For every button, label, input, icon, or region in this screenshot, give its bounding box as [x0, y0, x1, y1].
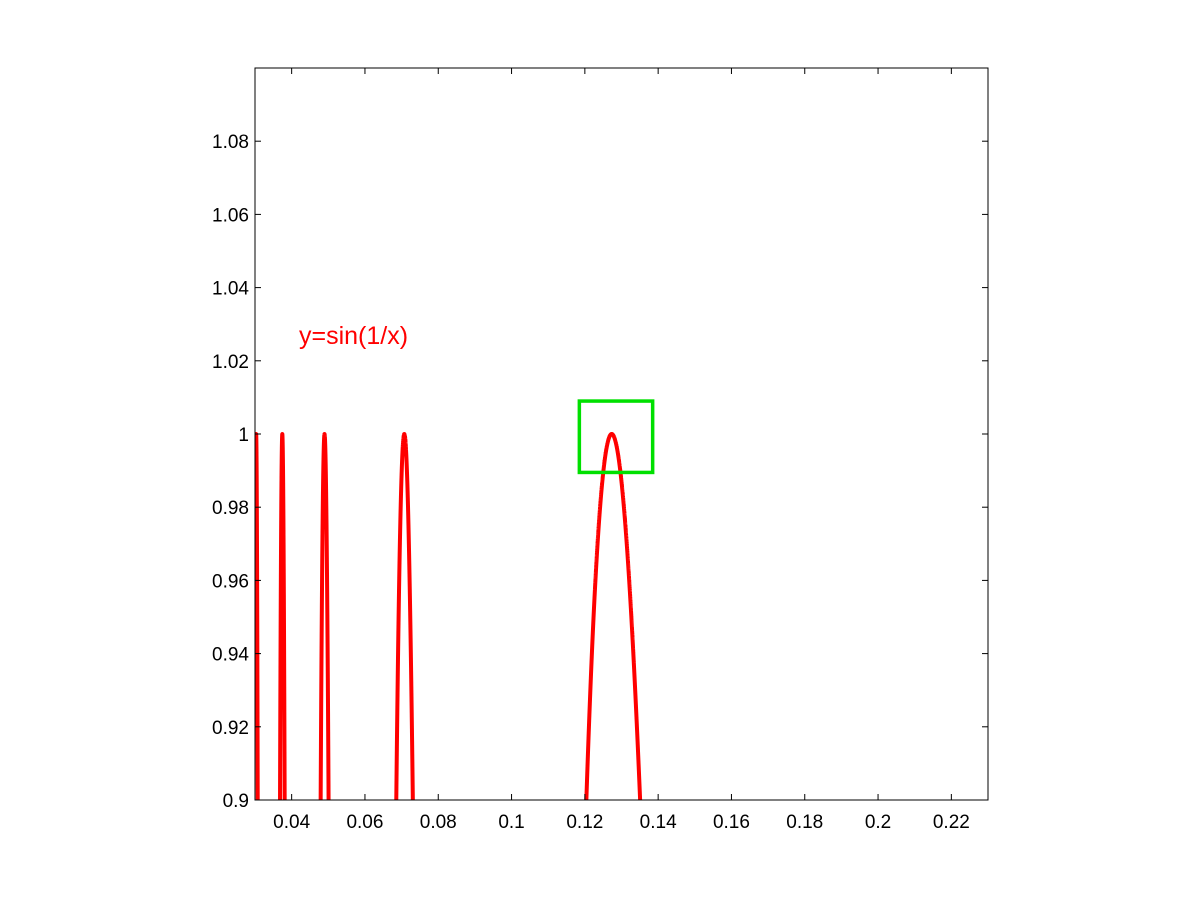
axes-frame — [254, 67, 989, 801]
x-tick-label: 0.1 — [498, 812, 524, 833]
y-tick-label: 1.04 — [212, 279, 249, 300]
x-tick-label: 0.12 — [566, 812, 603, 833]
y-tick-label: 0.96 — [212, 571, 249, 592]
y-tick-label: 0.98 — [212, 498, 249, 519]
x-tick-label: 0.08 — [420, 812, 457, 833]
series-line — [255, 432, 643, 800]
y-tick-label: 1.08 — [212, 132, 249, 153]
x-tick-label: 0.22 — [933, 812, 970, 833]
x-tick-label: 0.16 — [713, 812, 750, 833]
y-tick-label: 1.02 — [212, 352, 249, 373]
x-tick-label: 0.14 — [640, 812, 677, 833]
y-tick-label: 1.06 — [212, 205, 249, 226]
y-tick-label: 0.94 — [212, 645, 249, 666]
function-annotation: y=sin(1/x) — [299, 322, 408, 350]
y-tick-label: 0.9 — [223, 791, 249, 812]
x-tick-label: 0.04 — [273, 812, 310, 833]
y-tick-label: 0.92 — [212, 718, 249, 739]
axis-ticks — [255, 68, 988, 801]
highlight-box — [577, 399, 655, 475]
plot-area — [255, 68, 988, 800]
highlight-layer — [577, 399, 655, 475]
x-tick-label: 0.18 — [786, 812, 823, 833]
x-tick-label: 0.2 — [865, 812, 891, 833]
curve-layer — [255, 432, 643, 800]
x-tick-label: 0.06 — [346, 812, 383, 833]
tick-labels: 0.04 0.06 0.08 0.1 0.12 0.14 0.16 0.18 0.2 0.22 0.… — [212, 132, 970, 833]
y-tick-label: 1 — [238, 425, 249, 446]
